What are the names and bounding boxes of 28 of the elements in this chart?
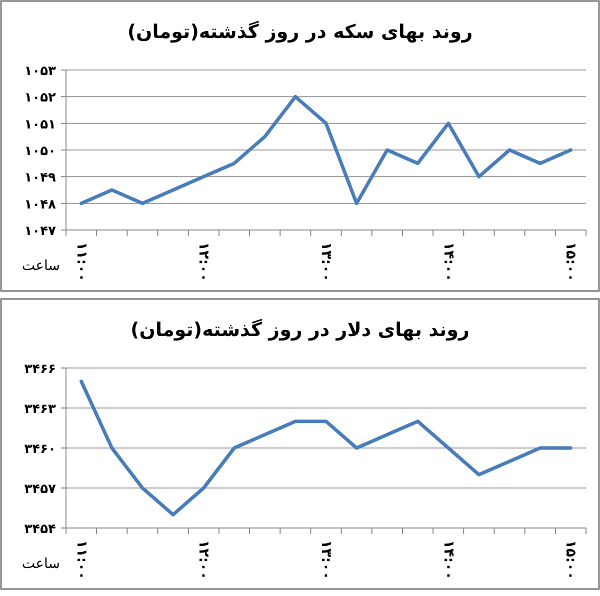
y-tick-label: ۱۰۵۱	[24, 117, 56, 132]
y-tick-label: ۱۰۵۳	[24, 64, 56, 79]
x-tick-label: ۱۲:۰۰	[196, 540, 212, 580]
line-series	[80, 94, 572, 206]
x-tick-label: ۱۳:۰۰	[318, 540, 334, 580]
x-tick-label: ۱۲:۰۰	[196, 242, 212, 282]
x-axis-title: ساعت	[22, 556, 60, 572]
x-axis-title: ساعت	[22, 258, 60, 274]
y-tick-label: ۱۰۵۲	[24, 90, 56, 106]
chart-title: روند بهای دلار در روز گذشته(تومان)	[130, 318, 470, 341]
y-tick-label: ۳۴۶۶	[24, 362, 56, 377]
y-tick-label: ۱۰۴۸	[24, 197, 56, 212]
y-tick-label: ۱۰۵۰	[24, 144, 56, 159]
x-tick-label: ۱۵:۰۰	[562, 242, 579, 282]
x-tick-label: ۱۴:۰۰	[440, 242, 456, 282]
y-tick-label: ۳۴۵۴	[24, 522, 56, 537]
x-tick-label: ۱۱:۰۰	[73, 540, 90, 580]
line-series	[80, 380, 572, 516]
y-tick-label: ۳۴۵۷	[24, 482, 56, 497]
y-tick-label: ۱۰۴۷	[24, 224, 56, 239]
x-tick-label: ۱۴:۰۰	[440, 540, 456, 580]
y-tick-label: ۱۰۴۹	[24, 170, 56, 186]
y-tick-label: ۳۴۶۰	[24, 442, 56, 457]
x-tick-label: ۱۱:۰۰	[73, 242, 90, 282]
y-tick-label: ۳۴۶۳	[24, 402, 56, 417]
x-tick-label: ۱۳:۰۰	[318, 242, 334, 282]
x-tick-label: ۱۵:۰۰	[562, 540, 579, 580]
chart-title: روند بهای سکه در روز گذشته(تومان)	[127, 20, 473, 43]
